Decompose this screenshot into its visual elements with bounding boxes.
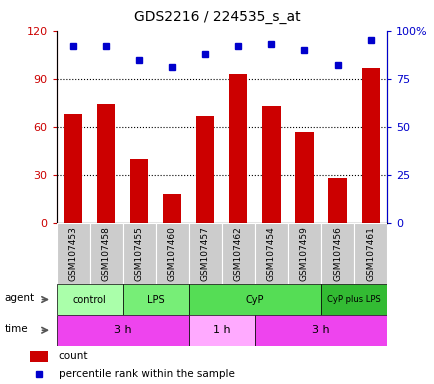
Bar xyxy=(320,223,353,284)
Bar xyxy=(56,315,188,346)
Bar xyxy=(254,223,287,284)
Bar xyxy=(163,194,181,223)
Bar xyxy=(122,223,155,284)
Text: GSM107453: GSM107453 xyxy=(69,226,77,281)
Bar xyxy=(64,114,82,223)
Text: GSM107457: GSM107457 xyxy=(201,226,209,281)
Bar xyxy=(361,68,379,223)
Bar xyxy=(155,223,188,284)
Text: GSM107458: GSM107458 xyxy=(102,226,110,281)
Text: LPS: LPS xyxy=(147,295,164,305)
Text: 3 h: 3 h xyxy=(312,325,329,335)
Bar xyxy=(254,315,386,346)
Text: GSM107456: GSM107456 xyxy=(332,226,341,281)
Bar xyxy=(229,74,247,223)
Bar xyxy=(188,284,320,315)
Text: percentile rank within the sample: percentile rank within the sample xyxy=(59,369,234,379)
Bar xyxy=(328,178,346,223)
Bar xyxy=(262,106,280,223)
Bar xyxy=(353,223,386,284)
Text: 1 h: 1 h xyxy=(213,325,230,335)
Bar xyxy=(188,223,221,284)
Bar xyxy=(295,132,313,223)
Bar xyxy=(130,159,148,223)
Bar xyxy=(122,284,188,315)
Bar xyxy=(56,223,89,284)
Bar xyxy=(221,223,254,284)
Bar xyxy=(188,315,254,346)
Text: CyP: CyP xyxy=(245,295,263,305)
Text: count: count xyxy=(59,351,88,361)
Text: GSM107455: GSM107455 xyxy=(135,226,143,281)
Bar xyxy=(89,223,122,284)
Text: time: time xyxy=(4,324,28,334)
Text: GSM107459: GSM107459 xyxy=(299,226,308,281)
Text: agent: agent xyxy=(4,293,35,303)
Text: CyP plus LPS: CyP plus LPS xyxy=(326,295,380,304)
Text: GSM107460: GSM107460 xyxy=(168,226,176,281)
Bar xyxy=(56,284,122,315)
Bar xyxy=(320,284,386,315)
Text: control: control xyxy=(72,295,106,305)
Text: GSM107461: GSM107461 xyxy=(365,226,374,281)
Bar xyxy=(287,223,320,284)
Text: GSM107454: GSM107454 xyxy=(266,226,275,281)
Bar xyxy=(196,116,214,223)
Text: GDS2216 / 224535_s_at: GDS2216 / 224535_s_at xyxy=(134,10,300,23)
Bar xyxy=(97,104,115,223)
Text: 3 h: 3 h xyxy=(114,325,131,335)
Bar xyxy=(30,351,48,362)
Text: GSM107462: GSM107462 xyxy=(233,226,242,281)
